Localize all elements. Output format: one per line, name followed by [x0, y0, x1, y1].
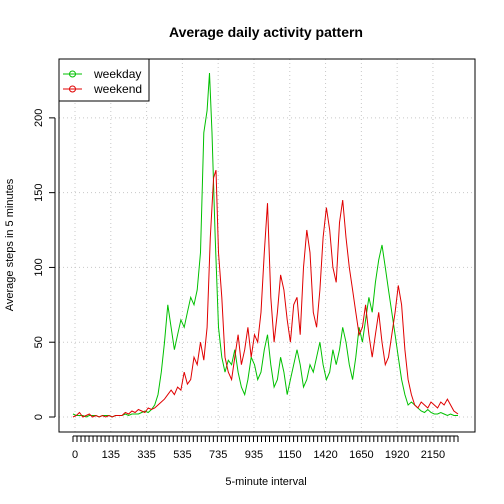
legend-marker-weekday: [69, 70, 76, 78]
series-line-weekend: [72, 170, 459, 418]
x-axis: 0 135 335 535 735 935 1150 1420 1650 1920 2150: [72, 435, 459, 461]
x-tick-label: 1150: [278, 449, 302, 461]
y-tick-label: 100: [33, 258, 45, 276]
x-axis-label: 5-minute interval: [225, 476, 306, 488]
x-tick-label: 535: [173, 449, 191, 461]
x-tick-label: 735: [209, 449, 227, 461]
y-axis-label: Average steps in 5 minutes: [4, 178, 16, 311]
y-axis: 0 50 100 150 200: [33, 109, 56, 420]
x-tick-label: 335: [137, 449, 155, 461]
y-tick-label: 0: [33, 414, 45, 420]
x-tick-label: 935: [245, 449, 263, 461]
legend-label-weekend: weekend: [93, 82, 142, 96]
x-tick-label: 135: [102, 449, 120, 461]
plot-frame: [58, 58, 476, 433]
x-tick-label: 1650: [349, 449, 373, 461]
y-tick-label: 150: [33, 183, 45, 201]
legend-box: [58, 58, 150, 102]
series-lines: [72, 72, 459, 418]
x-tick-label: 1920: [385, 449, 409, 461]
y-tick-label: 50: [33, 336, 45, 348]
grid: [59, 59, 475, 432]
x-tick-label: 2150: [421, 449, 445, 461]
chart-title: Average daily activity pattern: [169, 24, 363, 40]
legend-label-weekday: weekday: [93, 67, 141, 81]
legend-marker-weekend: [69, 85, 76, 93]
x-tick-label: 1420: [313, 449, 337, 461]
series-line-weekday: [72, 72, 458, 418]
x-tick-label: 0: [72, 449, 78, 461]
y-tick-label: 200: [33, 109, 45, 127]
